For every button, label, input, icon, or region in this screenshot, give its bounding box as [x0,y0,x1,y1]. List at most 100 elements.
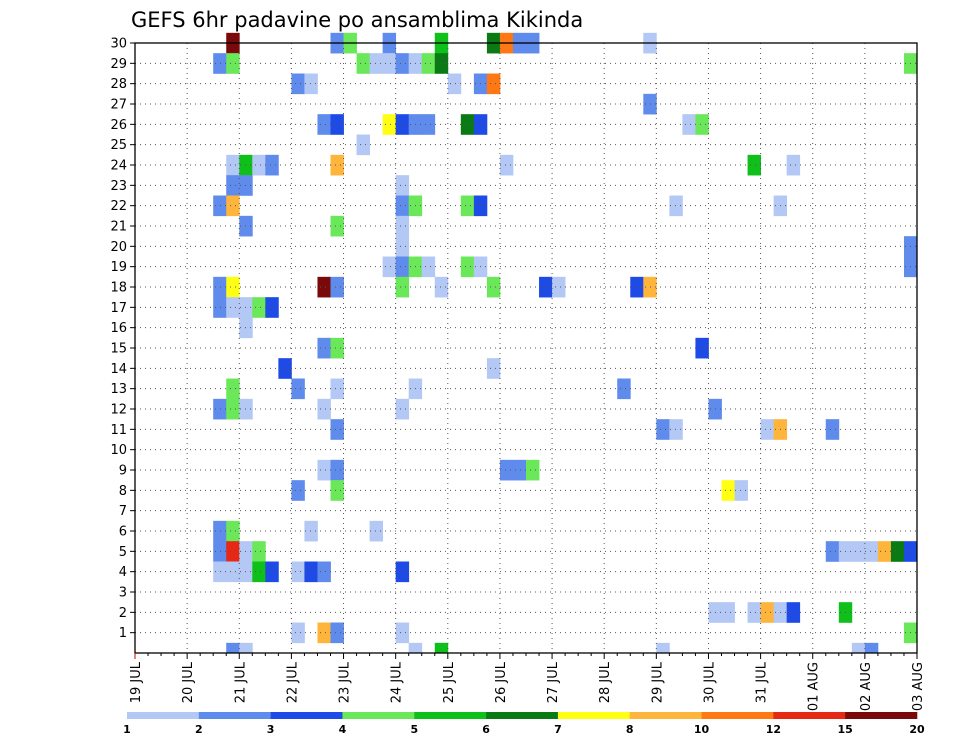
x-tick-label-0: 19 JUL [129,661,144,703]
cell-74 [486,276,501,298]
colorbar-swatch-5 [486,712,559,719]
cell-82 [252,297,266,318]
cell-142 [747,602,761,623]
y-tick-label-27: 27 [110,98,127,113]
y-tick-label-19: 19 [110,260,127,275]
x-tick-label-12: 31 JUL [755,661,770,703]
colorbar-label-8: 10 [694,723,710,736]
cell-121 [226,541,240,562]
x-tick-label-13: 01 AUG [807,662,822,711]
cell-99 [395,398,410,420]
y-tick-label-1: 1 [119,626,127,641]
cell-135 [265,561,279,583]
cell-80 [226,297,240,318]
cell-14 [382,53,397,74]
cell-98 [317,398,331,420]
cell-41 [330,154,344,176]
cell-27 [330,114,344,135]
x-tick-label-1: 20 JUL [181,661,196,703]
cell-57 [330,215,344,237]
colorbar-swatch-8 [701,712,774,719]
y-tick-label-10: 10 [110,443,127,458]
y-tick-label-24: 24 [110,159,127,174]
x-tick-label-9: 28 JUL [598,661,613,703]
cell-44 [786,154,801,176]
y-tick-label-29: 29 [110,57,127,72]
cell-138 [317,561,331,583]
x-tick-label-11: 30 JUL [702,661,717,703]
cell-120 [213,541,227,562]
cell-72 [395,276,410,298]
cell-52 [460,195,475,217]
cell-24 [486,73,501,95]
cell-62 [395,256,410,278]
cell-69 [226,276,240,298]
cell-110 [512,459,527,481]
cell-124 [825,541,840,562]
x-tick-label-2: 21 JUL [233,661,248,703]
y-tick-label-26: 26 [110,118,127,133]
cell-94 [617,378,631,400]
x-tick-label-8: 27 JUL [546,661,561,703]
y-tick-label-6: 6 [119,525,127,540]
colorbar-swatch-2 [270,712,343,719]
colorbar-label-11: 20 [909,723,925,736]
cell-edge-4 [656,642,670,653]
cells-layer [213,32,918,653]
x-tick-label-3: 22 JUL [285,661,300,703]
cell-103 [669,419,683,440]
cell-148 [317,622,331,644]
cell-32 [460,114,475,135]
cell-48 [213,195,227,217]
cell-34 [682,114,696,135]
cell-68 [213,276,227,298]
cell-11 [226,53,240,74]
colorbar-label-1: 2 [195,723,203,736]
y-tick-label-20: 20 [110,240,127,255]
cell-12 [356,53,370,74]
y-tick-label-21: 21 [110,220,127,235]
cell-15 [395,53,410,74]
cell-115 [734,480,748,501]
cell-149 [330,622,344,644]
cell-134 [252,561,266,583]
colorbar-label-7: 8 [626,723,634,736]
cell-112 [291,480,305,501]
y-tick-label-3: 3 [119,586,127,601]
cell-107 [317,459,331,481]
cell-131 [213,561,227,583]
cell-109 [499,459,514,481]
cell-49 [226,195,240,217]
cell-39 [252,154,266,176]
cell-21 [304,73,318,95]
cell-136 [291,561,305,583]
cell-87 [695,337,709,359]
cell-102 [656,419,670,440]
cell-92 [330,378,344,400]
cell-127 [864,541,879,562]
cell-edge-5 [851,642,866,653]
y-tick-label-8: 8 [119,484,127,499]
colorbar: 1 2 3 4 5 6 7 8 10 12 15 20 [123,712,925,736]
cell-20 [291,73,305,95]
cell-18 [434,53,449,74]
y-tick-label-12: 12 [110,403,127,418]
cell-113 [330,480,344,501]
cell-10 [213,53,227,74]
colorbar-label-10: 15 [838,723,853,736]
y-tick-label-17: 17 [110,301,127,316]
cell-22 [447,73,462,95]
cell-89 [486,358,501,379]
cell-59 [395,236,410,257]
cell-54 [669,195,683,217]
colorbar-swatch-1 [198,712,271,719]
cell-76 [552,276,566,298]
colorbar-swatch-3 [342,712,415,719]
cell-147 [291,622,305,644]
cell-37 [226,154,240,176]
cell-29 [395,114,410,135]
colorbar-label-0: 1 [123,723,131,736]
x-tick-label-5: 24 JUL [390,661,405,703]
colorbar-swatch-4 [414,712,487,719]
cell-118 [304,520,318,542]
